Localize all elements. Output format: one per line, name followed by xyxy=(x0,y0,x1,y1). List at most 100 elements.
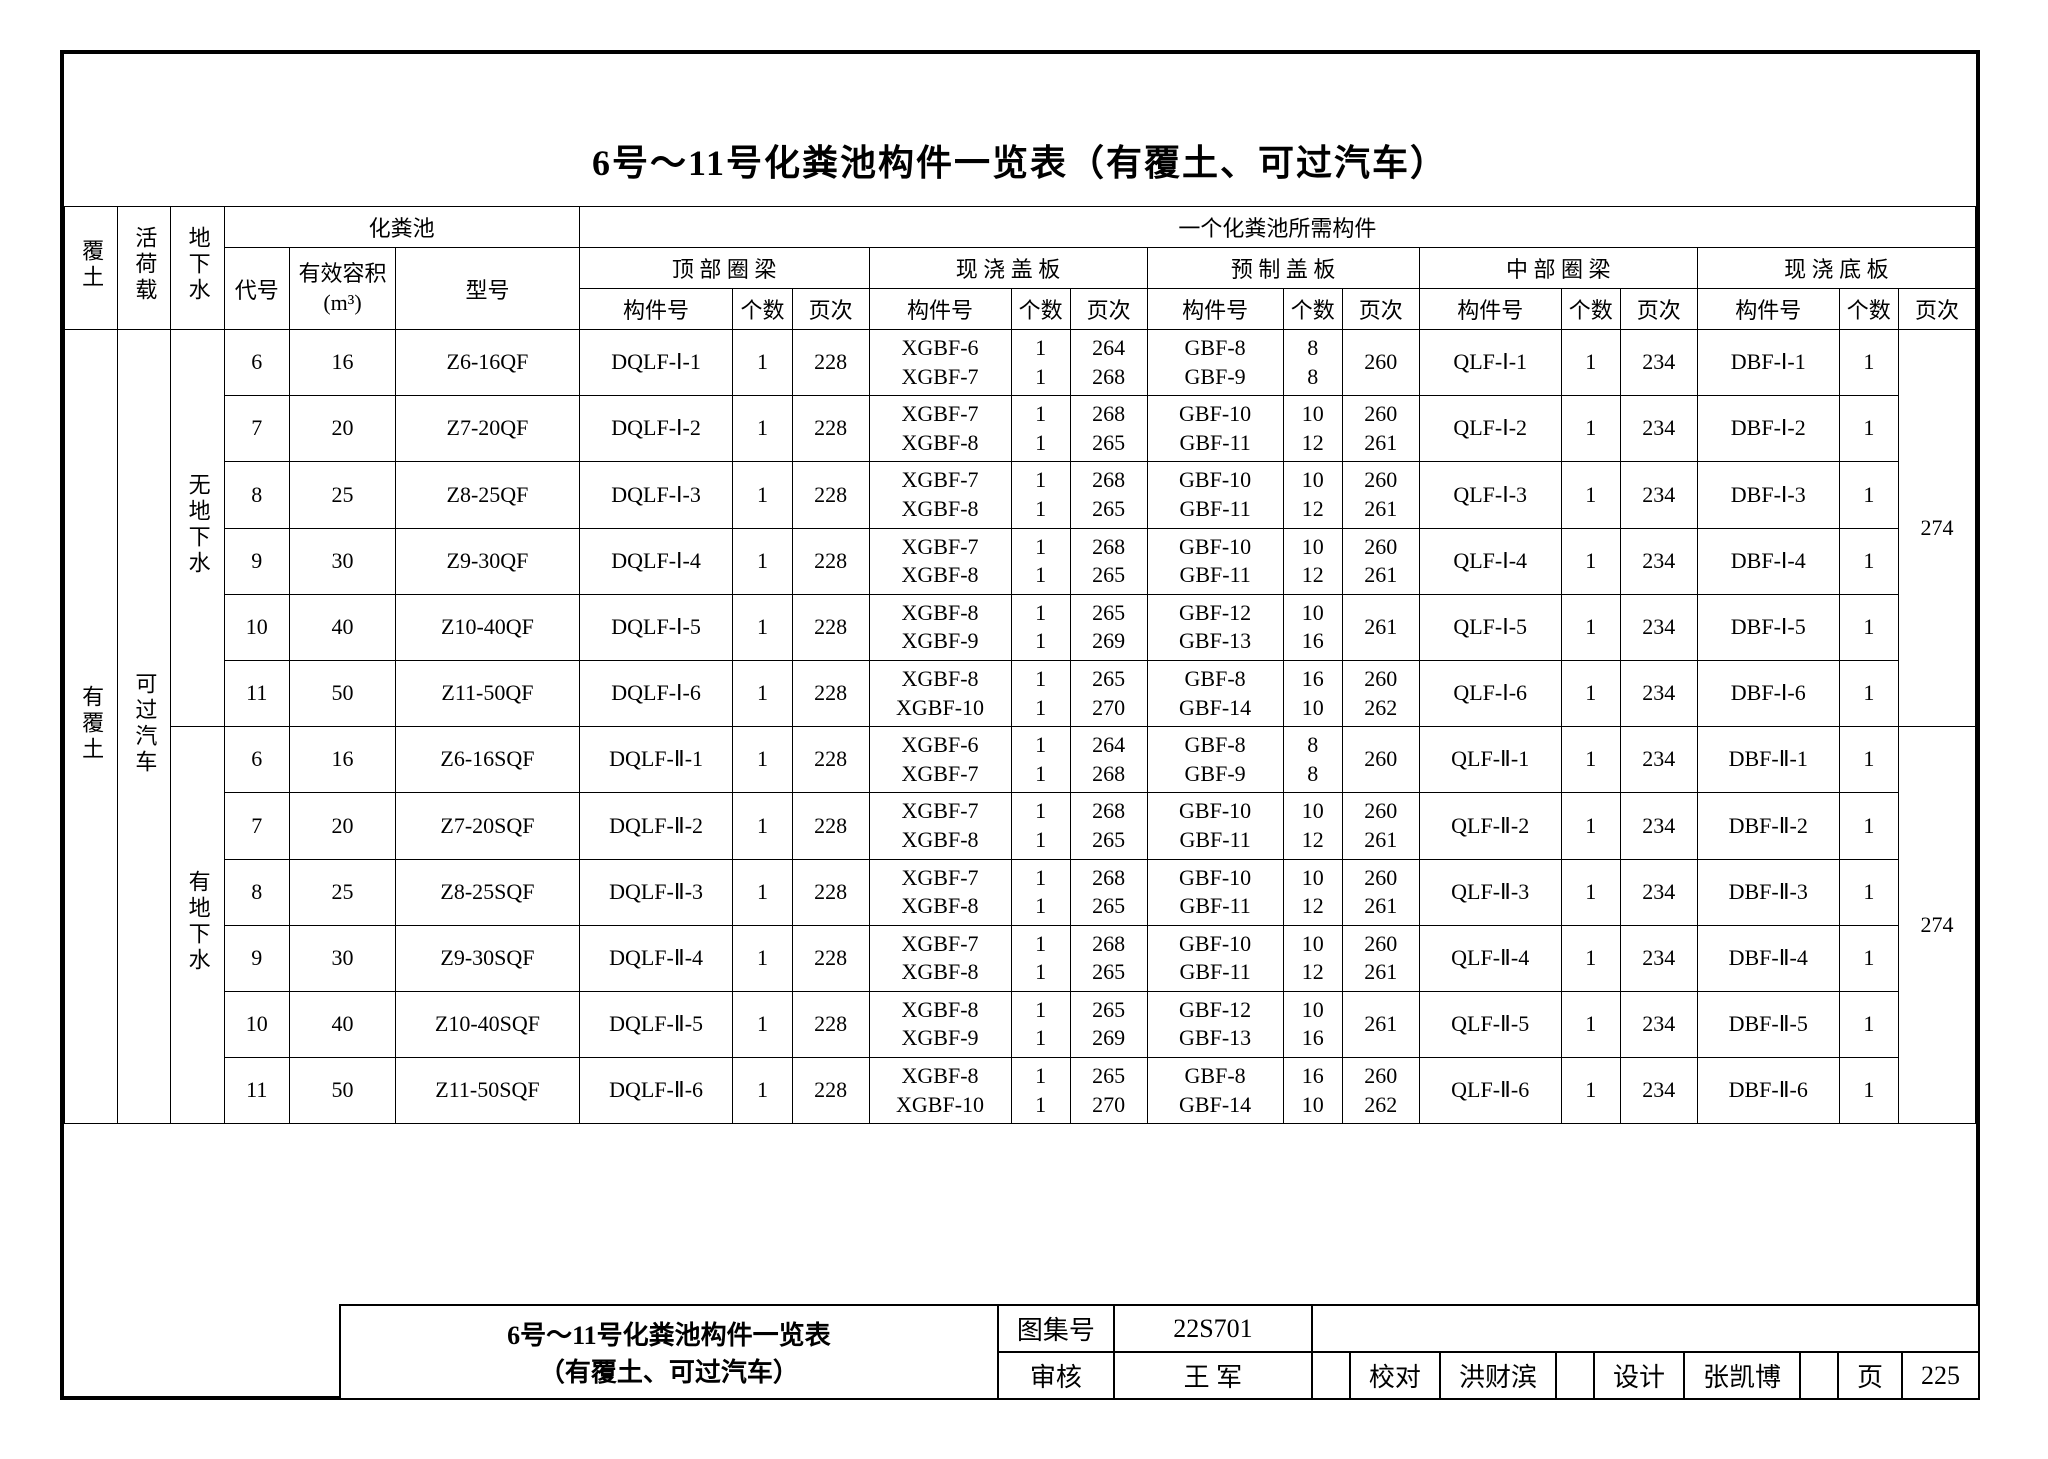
table-cell: 234 xyxy=(1620,660,1697,726)
table-cell: QLF-Ⅱ-2 xyxy=(1419,793,1561,859)
table-cell: 234 xyxy=(1620,462,1697,528)
table-cell: 265 269 xyxy=(1070,594,1147,660)
page-frame: 6号～11号化粪池构件一览表（有覆土、可过汽车） 覆土 活荷载 地下水 化粪池 … xyxy=(60,50,1980,1400)
tb-title-1: 6号～11号化粪池构件一览表 xyxy=(359,1315,979,1352)
table-row: 930Z9-30SQFDQLF-Ⅱ-41228XGBF-7 XGBF-81 12… xyxy=(65,925,1976,991)
table-cell: 1 xyxy=(1561,594,1620,660)
table-cell: DBF-Ⅰ-4 xyxy=(1697,528,1839,594)
table-cell: 30 xyxy=(289,925,395,991)
table-cell: 228 xyxy=(792,594,869,660)
table-cell: 260 262 xyxy=(1342,1058,1419,1124)
table-body: 有覆土可过汽车无地下水616Z6-16QFDQLF-Ⅰ-11228XGBF-6 … xyxy=(65,330,1976,1124)
table-cell: 16 10 xyxy=(1283,1058,1342,1124)
table-cell: QLF-Ⅱ-4 xyxy=(1419,925,1561,991)
table-cell: 228 xyxy=(792,727,869,793)
table-row: 1150Z11-50QFDQLF-Ⅰ-61228XGBF-8 XGBF-101 … xyxy=(65,660,1976,726)
table-cell: XGBF-7 XGBF-8 xyxy=(869,925,1011,991)
page-title: 6号～11号化粪池构件一览表（有覆土、可过汽车） xyxy=(64,134,1976,186)
table-cell: Z7-20QF xyxy=(396,396,579,462)
table-row: 720Z7-20SQFDQLF-Ⅱ-21228XGBF-7 XGBF-81 12… xyxy=(65,793,1976,859)
table-cell: DBF-Ⅱ-2 xyxy=(1697,793,1839,859)
table-cell: GBF-10 GBF-11 xyxy=(1147,528,1283,594)
table-cell: 228 xyxy=(792,330,869,396)
table-cell: Z8-25QF xyxy=(396,462,579,528)
table-cell: 234 xyxy=(1620,925,1697,991)
table-cell: 1 xyxy=(733,991,792,1057)
table-cell: DQLF-Ⅱ-5 xyxy=(579,991,733,1057)
hdr-hehe: 活荷载 xyxy=(128,226,160,304)
components-table: 覆土 活荷载 地下水 化粪池 一个化粪池所需构件 代号 有效容积 (m³) 型号… xyxy=(64,206,1976,1124)
table-cell: XGBF-7 XGBF-8 xyxy=(869,396,1011,462)
table-cell: 11 xyxy=(224,660,289,726)
tb-sig3 xyxy=(1800,1352,1838,1399)
table-cell: DBF-Ⅱ-3 xyxy=(1697,859,1839,925)
table-cell: XGBF-8 XGBF-10 xyxy=(869,1058,1011,1124)
table-cell: GBF-8 GBF-14 xyxy=(1147,660,1283,726)
table-cell: DBF-Ⅱ-4 xyxy=(1697,925,1839,991)
table-cell: DBF-Ⅱ-6 xyxy=(1697,1058,1839,1124)
table-cell: 1 xyxy=(1839,660,1898,726)
table-cell: 260 262 xyxy=(1342,660,1419,726)
table-cell: DQLF-Ⅰ-3 xyxy=(579,462,733,528)
table-cell: 1 1 xyxy=(1011,330,1070,396)
table-cell: 265 270 xyxy=(1070,660,1147,726)
table-cell: DQLF-Ⅱ-6 xyxy=(579,1058,733,1124)
table-cell: 1 xyxy=(1839,991,1898,1057)
table-cell: 有地下水 xyxy=(171,727,224,1124)
table-cell: Z8-25SQF xyxy=(396,859,579,925)
table-cell: 1 xyxy=(1561,727,1620,793)
hdr-gjh: 构件号 xyxy=(1147,289,1283,330)
hdr-zhongbu: 中 部 圈 梁 xyxy=(1419,248,1697,289)
table-cell: 274 xyxy=(1898,330,1975,727)
table-cell: 1 xyxy=(1839,462,1898,528)
table-cell: 260 261 xyxy=(1342,925,1419,991)
table-cell: 9 xyxy=(224,925,289,991)
table-cell: 261 xyxy=(1342,594,1419,660)
table-cell: 268 265 xyxy=(1070,859,1147,925)
table-cell: 16 xyxy=(289,727,395,793)
table-cell: 265 269 xyxy=(1070,991,1147,1057)
table-cell: 234 xyxy=(1620,727,1697,793)
table-cell: DQLF-Ⅰ-6 xyxy=(579,660,733,726)
table-row: 1150Z11-50SQFDQLF-Ⅱ-61228XGBF-8 XGBF-101… xyxy=(65,1058,1976,1124)
table-cell: 1 xyxy=(1839,330,1898,396)
table-cell: QLF-Ⅰ-5 xyxy=(1419,594,1561,660)
table-cell: DQLF-Ⅱ-4 xyxy=(579,925,733,991)
table-cell: 20 xyxy=(289,396,395,462)
table-cell: 1 1 xyxy=(1011,925,1070,991)
hdr-yc: 页次 xyxy=(1342,289,1419,330)
table-cell: 1 xyxy=(733,859,792,925)
table-cell: 40 xyxy=(289,991,395,1057)
table-cell: GBF-8 GBF-9 xyxy=(1147,330,1283,396)
table-cell: 7 xyxy=(224,793,289,859)
table-cell: 10 12 xyxy=(1283,925,1342,991)
table-cell: 7 xyxy=(224,396,289,462)
table-cell: XGBF-7 XGBF-8 xyxy=(869,462,1011,528)
table-cell: DBF-Ⅰ-1 xyxy=(1697,330,1839,396)
table-cell: XGBF-6 XGBF-7 xyxy=(869,727,1011,793)
table-cell: QLF-Ⅱ-1 xyxy=(1419,727,1561,793)
table-cell: 1 xyxy=(733,396,792,462)
table-cell: 10 16 xyxy=(1283,991,1342,1057)
table-cell: 9 xyxy=(224,528,289,594)
table-cell: XGBF-8 XGBF-9 xyxy=(869,991,1011,1057)
table-cell: QLF-Ⅰ-3 xyxy=(1419,462,1561,528)
hdr-yc: 页次 xyxy=(1620,289,1697,330)
table-cell: 234 xyxy=(1620,594,1697,660)
table-cell: 264 268 xyxy=(1070,330,1147,396)
table-cell: Z6-16SQF xyxy=(396,727,579,793)
table-cell: 264 268 xyxy=(1070,727,1147,793)
hdr-gjh: 构件号 xyxy=(1419,289,1561,330)
table-cell: 10 16 xyxy=(1283,594,1342,660)
table-cell: GBF-12 GBF-13 xyxy=(1147,991,1283,1057)
table-cell: DQLF-Ⅰ-5 xyxy=(579,594,733,660)
table-cell: GBF-10 GBF-11 xyxy=(1147,925,1283,991)
table-cell: 260 261 xyxy=(1342,859,1419,925)
title-block: 6号～11号化粪池构件一览表 （有覆土、可过汽车） 图集号 22S701 审核 … xyxy=(339,1304,1980,1400)
table-cell: GBF-10 GBF-11 xyxy=(1147,396,1283,462)
table-cell: 260 261 xyxy=(1342,528,1419,594)
table-cell: 1 xyxy=(1561,859,1620,925)
table-cell: 1 xyxy=(1839,1058,1898,1124)
table-cell: 16 10 xyxy=(1283,660,1342,726)
table-row: 825Z8-25SQFDQLF-Ⅱ-31228XGBF-7 XGBF-81 12… xyxy=(65,859,1976,925)
